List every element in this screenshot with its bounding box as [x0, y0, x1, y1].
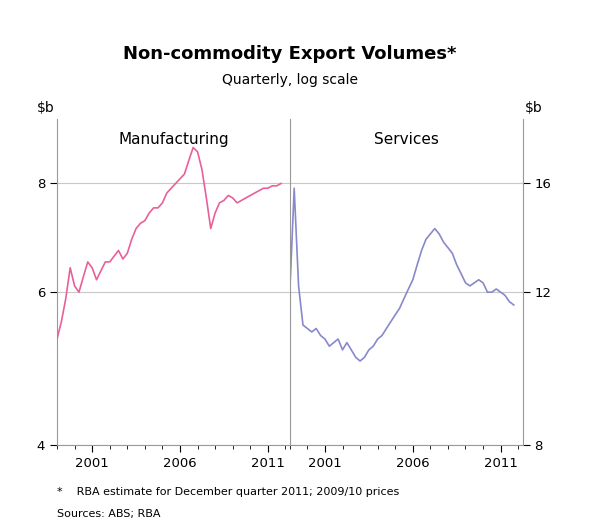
Text: *    RBA estimate for December quarter 2011; 2009/10 prices: * RBA estimate for December quarter 2011…: [57, 487, 399, 497]
Text: Quarterly, log scale: Quarterly, log scale: [222, 73, 358, 87]
Text: Non-commodity Export Volumes*: Non-commodity Export Volumes*: [123, 45, 457, 63]
Text: Sources: ABS; RBA: Sources: ABS; RBA: [57, 509, 161, 519]
Text: Services: Services: [374, 132, 439, 147]
Text: $b: $b: [37, 101, 55, 115]
Text: Manufacturing: Manufacturing: [118, 132, 229, 147]
Text: $b: $b: [525, 101, 542, 115]
